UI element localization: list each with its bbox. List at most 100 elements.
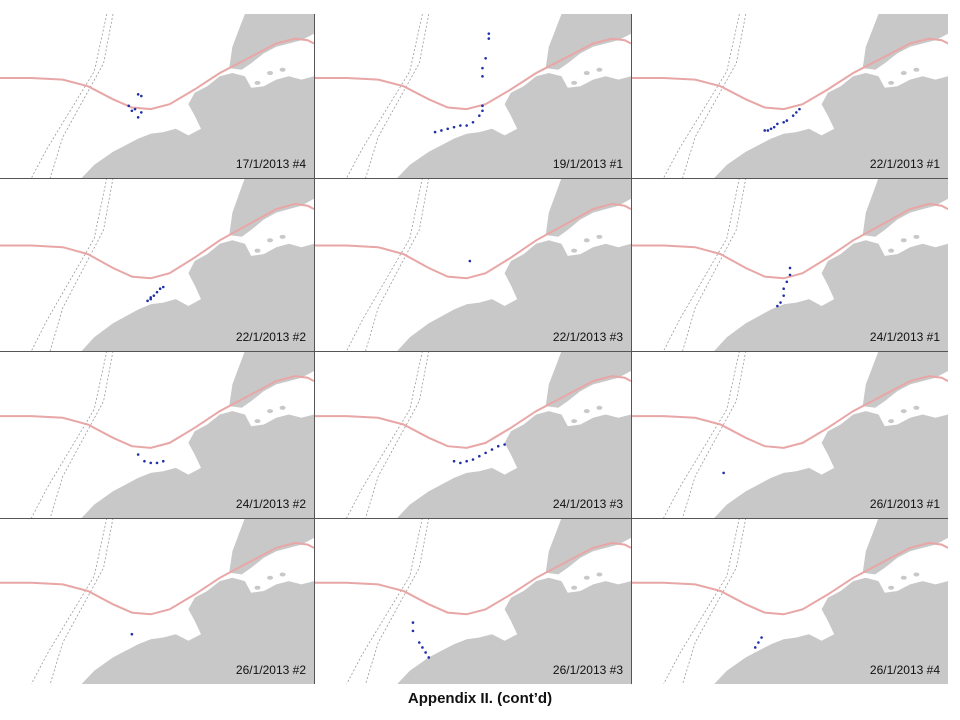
panel-date-label: 22/1/2013 #3	[552, 330, 623, 344]
island	[888, 80, 895, 85]
observation-point	[465, 459, 468, 463]
panel-divider-vertical	[631, 14, 632, 684]
panel-date-label: 26/1/2013 #4	[869, 663, 940, 677]
observation-point	[152, 294, 156, 297]
island	[900, 71, 907, 76]
map-panel: 19/1/2013 #1	[315, 14, 631, 178]
figure-caption: Appendix II. (cont’d)	[407, 690, 553, 707]
southern-coastline	[397, 73, 631, 178]
island	[571, 80, 578, 85]
northern-coastline	[862, 351, 948, 408]
observation-point	[140, 94, 143, 98]
observation-point	[459, 124, 462, 127]
boundary-line	[663, 14, 740, 178]
observation-point	[136, 116, 140, 119]
observation-point	[757, 641, 760, 644]
shipping-route	[0, 37, 314, 111]
shipping-route	[0, 541, 314, 616]
boundary-line	[49, 178, 114, 351]
observation-point	[468, 259, 472, 263]
map-canvas	[0, 351, 314, 518]
boundary-line	[31, 351, 108, 518]
observation-point	[788, 266, 792, 270]
panel-divider-vertical	[314, 14, 315, 684]
shipping-route	[315, 202, 631, 280]
map-canvas	[315, 518, 631, 684]
northern-coastline	[229, 14, 314, 70]
map-panel: 22/1/2013 #2	[0, 178, 314, 351]
observation-point	[776, 304, 779, 308]
island	[583, 71, 590, 76]
observation-point	[417, 641, 421, 644]
boundary-line	[365, 14, 430, 178]
observation-point	[481, 104, 484, 108]
map-panel: 26/1/2013 #4	[632, 518, 948, 684]
shipping-route	[632, 202, 948, 280]
northern-coastline	[862, 518, 948, 575]
observation-point	[795, 111, 798, 114]
observation-point	[722, 471, 725, 475]
map-canvas	[632, 351, 948, 518]
observation-point	[146, 299, 149, 303]
island	[900, 238, 907, 243]
island	[888, 419, 895, 424]
observation-point	[155, 290, 159, 294]
map-panel: 22/1/2013 #3	[315, 178, 631, 351]
boundary-line	[346, 178, 423, 351]
observation-point	[776, 122, 779, 126]
observation-point	[127, 104, 131, 108]
map-panel: 24/1/2013 #3	[315, 351, 631, 518]
boundary-line	[365, 518, 430, 684]
map-panel-grid: 17/1/2013 #4 19/1/2013 #1 22/1/2013 #1 22/1…	[0, 14, 948, 684]
observation-point	[433, 130, 437, 134]
observation-point	[155, 461, 159, 465]
boundary-line	[682, 178, 747, 351]
observation-point	[788, 273, 792, 277]
island	[279, 67, 286, 72]
observation-point	[798, 107, 801, 111]
observation-point	[760, 636, 763, 639]
southern-coastline	[81, 411, 314, 518]
map-canvas	[632, 178, 948, 351]
panel-date-label: 24/1/2013 #3	[552, 497, 623, 511]
boundary-line	[49, 14, 114, 178]
observation-point	[785, 280, 789, 284]
island	[571, 585, 578, 590]
island	[571, 248, 578, 253]
observation-point	[503, 443, 506, 446]
observation-point	[143, 459, 146, 463]
shipping-route	[0, 375, 314, 449]
boundary-line	[682, 14, 747, 178]
map-panel: 24/1/2013 #2	[0, 351, 314, 518]
shipping-route	[315, 541, 631, 616]
map-canvas	[0, 178, 314, 351]
observation-point	[471, 458, 475, 461]
observation-point	[465, 124, 468, 127]
panel-date-label: 26/1/2013 #1	[869, 497, 940, 511]
boundary-line	[663, 351, 740, 518]
shipping-route	[0, 202, 314, 280]
observation-point	[411, 629, 415, 633]
observation-point	[130, 109, 134, 113]
observation-point	[785, 119, 789, 122]
observation-point	[772, 125, 776, 129]
observation-point	[478, 114, 481, 117]
shipping-route	[315, 375, 631, 449]
northern-coastline	[862, 14, 948, 70]
island	[279, 405, 286, 410]
observation-point	[130, 632, 134, 636]
island	[267, 71, 274, 76]
northern-coastline	[229, 518, 314, 575]
panel-date-label: 22/1/2013 #1	[869, 157, 940, 171]
island	[888, 585, 895, 590]
northern-coastline	[229, 351, 314, 408]
observation-point	[791, 114, 795, 117]
southern-coastline	[714, 411, 948, 518]
boundary-line	[49, 518, 114, 684]
map-canvas	[632, 14, 948, 178]
observation-point	[440, 129, 443, 132]
observation-point	[478, 454, 481, 458]
map-canvas	[315, 14, 631, 178]
boundary-line	[31, 178, 108, 351]
observation-point	[161, 459, 165, 463]
